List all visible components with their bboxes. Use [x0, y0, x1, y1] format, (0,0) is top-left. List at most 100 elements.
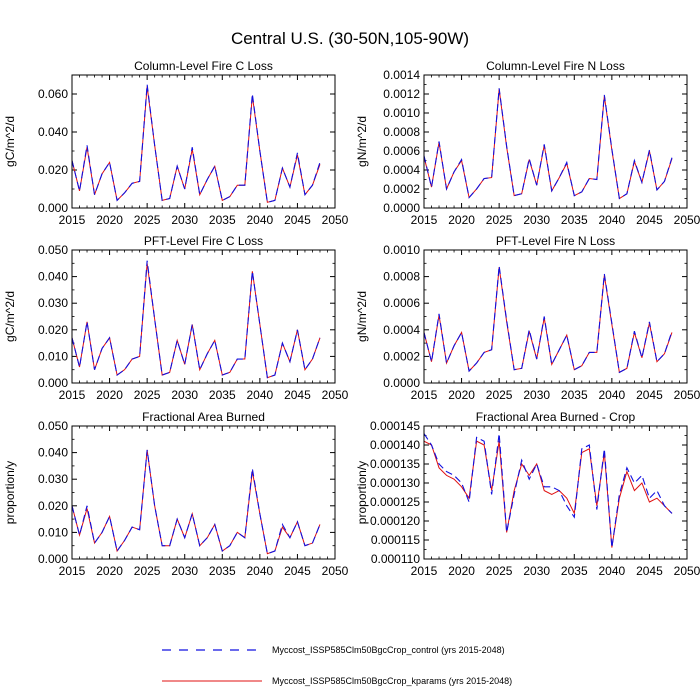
legend-label-control: Myccost_ISSP585Clm50BgcCrop_control (yrs… — [272, 645, 505, 655]
plot-frame — [423, 425, 688, 560]
series-line-kparams — [423, 267, 673, 374]
series-line-control — [71, 449, 321, 555]
x-tick-label: 2040 — [247, 213, 274, 227]
x-tick-label: 2045 — [284, 564, 311, 578]
x-tick-label: 2050 — [674, 564, 700, 578]
x-tick-label: 2050 — [322, 564, 349, 578]
series-line-kparams — [423, 440, 673, 548]
x-tick-label: 2040 — [247, 564, 274, 578]
panel-title: Column-Level Fire N Loss — [486, 59, 625, 73]
y-tick-label: 0.000 — [38, 201, 68, 215]
x-tick-label: 2020 — [96, 388, 123, 402]
figure-title: Central U.S. (30-50N,105-90W) — [231, 29, 469, 48]
x-tick-label: 2025 — [486, 213, 513, 227]
y-axis-label: gC/m^2/d — [3, 116, 17, 167]
series-line-kparams — [71, 449, 321, 555]
x-tick-label: 2040 — [599, 564, 626, 578]
x-tick-label: 2030 — [523, 213, 550, 227]
y-tick-label: 0.0014 — [383, 68, 420, 82]
y-tick-label: 0.0002 — [383, 349, 420, 363]
x-tick-label: 2045 — [284, 388, 311, 402]
series-line-kparams — [71, 263, 321, 379]
x-tick-label: 2015 — [59, 213, 86, 227]
chart-panel-6: Fractional Area Burned - Crop proportion/… — [355, 410, 700, 578]
y-tick-label: 0.030 — [38, 472, 68, 486]
plot-frame — [423, 249, 688, 384]
y-tick-label: 0.020 — [38, 499, 68, 513]
y-tick-label: 0.0012 — [383, 87, 420, 101]
x-tick-label: 2015 — [411, 388, 438, 402]
x-tick-label: 2025 — [486, 564, 513, 578]
x-tick-label: 2035 — [209, 388, 236, 402]
panel-title: PFT-Level Fire C Loss — [144, 234, 263, 248]
y-tick-label: 0.000140 — [370, 438, 420, 452]
x-tick-label: 2040 — [247, 388, 274, 402]
x-tick-label: 2020 — [448, 213, 475, 227]
y-tick-label: 0.0002 — [383, 182, 420, 196]
y-tick-label: 0.010 — [38, 349, 68, 363]
y-tick-label: 0.030 — [38, 296, 68, 310]
x-tick-label: 2025 — [134, 213, 161, 227]
x-tick-label: 2015 — [411, 564, 438, 578]
series-line-kparams — [423, 89, 673, 200]
x-tick-label: 2020 — [448, 564, 475, 578]
y-axis-label: gC/m^2/d — [3, 291, 17, 342]
x-tick-label: 2050 — [322, 388, 349, 402]
series-line-control — [71, 84, 321, 203]
x-tick-label: 2020 — [96, 213, 123, 227]
panels-group: Column-Level Fire C Loss gC/m^2/d 2015 2020… — [3, 59, 700, 578]
y-tick-label: 0.0008 — [383, 125, 420, 139]
series-line-control — [423, 265, 673, 374]
y-tick-label: 0.010 — [38, 525, 68, 539]
x-tick-label: 2045 — [636, 213, 663, 227]
x-tick-label: 2025 — [486, 388, 513, 402]
panel-title: Fractional Area Burned — [142, 410, 265, 424]
y-tick-label: 0.000130 — [370, 476, 420, 490]
y-tick-label: 0.050 — [38, 419, 68, 433]
x-tick-label: 2035 — [209, 564, 236, 578]
panel-title: Fractional Area Burned - Crop — [476, 410, 636, 424]
y-tick-label: 0.050 — [38, 243, 68, 257]
y-tick-label: 0.000120 — [370, 514, 420, 528]
series-line-control — [423, 433, 673, 548]
panel-title: Column-Level Fire C Loss — [134, 59, 273, 73]
y-axis-label: gN/m^2/d — [355, 291, 369, 342]
y-tick-label: 0.0006 — [383, 296, 420, 310]
panel-title: PFT-Level Fire N Loss — [496, 234, 615, 248]
y-tick-label: 0.040 — [38, 125, 68, 139]
x-tick-label: 2035 — [561, 213, 588, 227]
x-tick-label: 2020 — [448, 388, 475, 402]
x-tick-label: 2035 — [561, 388, 588, 402]
y-axis-label: gN/m^2/d — [355, 116, 369, 167]
y-tick-label: 0.0010 — [383, 243, 420, 257]
chart-panel-3: PFT-Level Fire C Loss gC/m^2/d 2015 2020 202… — [3, 234, 349, 402]
y-tick-label: 0.020 — [38, 323, 68, 337]
x-tick-label: 2030 — [523, 388, 550, 402]
x-tick-label: 2045 — [636, 388, 663, 402]
x-tick-label: 2050 — [674, 213, 700, 227]
series-line-kparams — [71, 86, 321, 203]
x-tick-label: 2025 — [134, 388, 161, 402]
y-tick-label: 0.000 — [38, 376, 68, 390]
y-tick-label: 0.0000 — [383, 376, 420, 390]
x-tick-label: 2015 — [59, 564, 86, 578]
x-tick-label: 2015 — [59, 388, 86, 402]
y-axis-label: proportion/y — [3, 461, 17, 524]
x-tick-label: 2030 — [171, 564, 198, 578]
y-tick-label: 0.0004 — [383, 323, 420, 337]
y-tick-label: 0.000135 — [370, 457, 420, 471]
y-tick-label: 0.040 — [38, 270, 68, 284]
x-tick-label: 2050 — [674, 388, 700, 402]
x-tick-label: 2040 — [599, 388, 626, 402]
plot-frame — [71, 425, 336, 560]
x-tick-label: 2045 — [284, 213, 311, 227]
chart-panel-2: Column-Level Fire N Loss gN/m^2/d 2015 2020… — [355, 59, 700, 227]
plot-frame — [423, 74, 688, 209]
y-tick-label: 0.0010 — [383, 106, 420, 120]
x-tick-label: 2020 — [96, 564, 123, 578]
legend-label-kparams: Myccost_ISSP585Clm50BgcCrop_kparams (yrs… — [272, 676, 512, 686]
y-tick-label: 0.0008 — [383, 270, 420, 284]
x-tick-label: 2025 — [134, 564, 161, 578]
x-tick-label: 2035 — [209, 213, 236, 227]
